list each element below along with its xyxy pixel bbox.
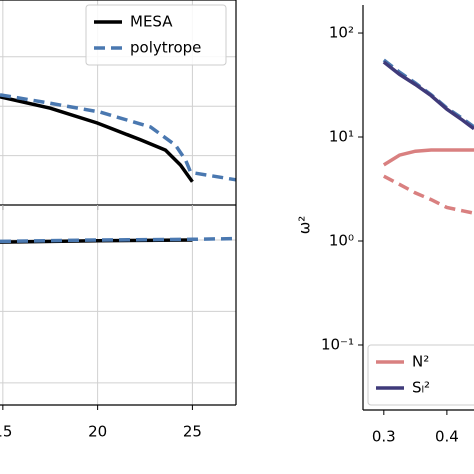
series-line bbox=[382, 60, 474, 131]
y-tick-label: 10² bbox=[329, 24, 354, 42]
y-axis-label: ω² bbox=[296, 216, 314, 235]
legend-box bbox=[367, 344, 474, 406]
x-tick-label: 20 bbox=[88, 423, 107, 441]
legend-box bbox=[85, 4, 227, 66]
series-line bbox=[382, 148, 474, 167]
legend-label: polytrope bbox=[130, 39, 201, 57]
y-tick-label: 10⁰ bbox=[329, 231, 354, 249]
y-tick-label: 10¹ bbox=[329, 128, 354, 146]
x-tick-label: 15 bbox=[0, 423, 12, 441]
series-line bbox=[0, 93, 237, 182]
x-tick-label: 0.4 bbox=[435, 428, 459, 446]
legend-label: MESA bbox=[130, 13, 173, 31]
x-tick-label: 0.3 bbox=[372, 428, 396, 446]
legend-label: N² bbox=[412, 353, 429, 371]
legend-label: Sₗ² bbox=[412, 379, 430, 397]
series-line bbox=[0, 236, 237, 244]
series-line bbox=[0, 95, 194, 183]
x-tick-label: 25 bbox=[183, 423, 202, 441]
y-tick-label: 10⁻¹ bbox=[321, 335, 354, 353]
series-line bbox=[383, 174, 474, 215]
